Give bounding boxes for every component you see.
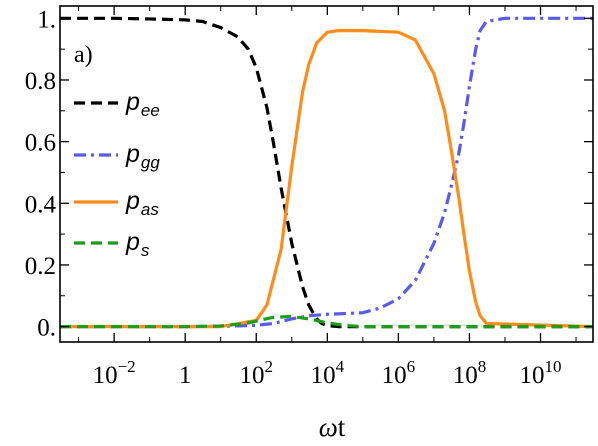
x-tick-label: 10−2	[93, 357, 136, 389]
panel-label: a)	[74, 42, 93, 68]
y-tick-label: 0.	[37, 315, 56, 342]
x-axis-title-omega: ω	[319, 412, 338, 442]
x-tick-label: 1010	[520, 357, 562, 389]
y-tick-label: 0.2	[25, 253, 56, 280]
y-tick-label: 0.4	[25, 191, 57, 218]
legend-label: pas	[125, 187, 159, 219]
legend-item-p-as: pas	[74, 187, 159, 219]
y-tick-label: 0.6	[25, 130, 56, 157]
axes: 0. 0.2 0.4 0.6 0.8 1. 10−2 1 102 104 106 108 1010	[25, 5, 594, 389]
x-tick-label: 1	[179, 362, 192, 389]
y-tick-label: 0.8	[25, 68, 56, 95]
series-line-p-ee	[60, 16, 593, 329]
x-tick-label: 102	[239, 357, 273, 389]
legend-label: pee	[125, 88, 160, 120]
legend-item-p-s: ps	[74, 228, 150, 260]
x-tick-label: 108	[453, 357, 487, 389]
series-line-p-gg	[60, 16, 593, 329]
x-axis-title-t: t	[338, 412, 346, 442]
legend-label: pgg	[125, 140, 160, 172]
x-tick-label: 106	[382, 357, 416, 389]
y-tick-label: 1.	[37, 6, 56, 33]
series-line-p-as	[60, 29, 593, 329]
plot-area	[60, 16, 593, 329]
legend-item-p-gg: pgg	[74, 140, 160, 172]
plot-frame	[59, 5, 594, 343]
legend-label: ps	[125, 228, 150, 260]
x-axis-title: ωt	[319, 412, 346, 442]
x-tick-label: 104	[311, 357, 345, 389]
legend-item-p-ee: pee	[74, 88, 160, 120]
legend: pee pgg pas ps	[74, 88, 160, 260]
series-line-p-s	[60, 314, 593, 329]
